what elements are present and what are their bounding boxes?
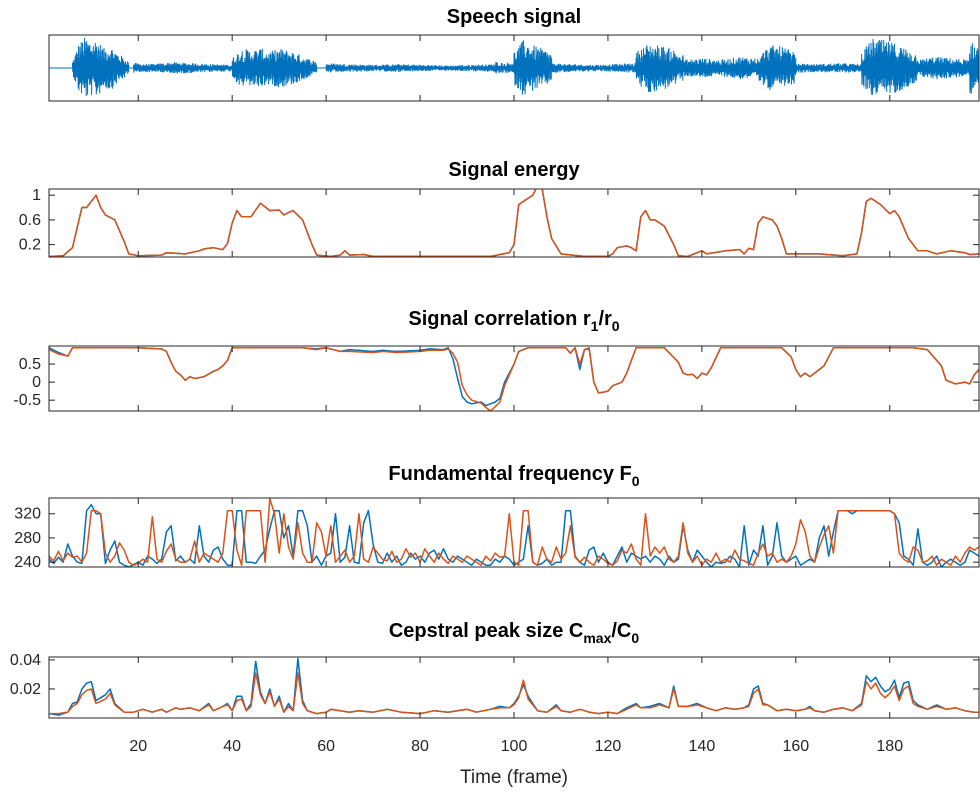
y-tick-label: 0.04 [10, 652, 41, 669]
speech-signal-title: Speech signal [447, 6, 582, 28]
y-tick-label: 0.02 [10, 681, 41, 698]
y-tick-label: 0.2 [19, 237, 41, 254]
speech-signal-panel [48, 34, 980, 102]
y-tick-label: 0.6 [19, 212, 41, 229]
title-part-mid: /r [598, 308, 612, 330]
x-tick-label: 80 [411, 738, 429, 755]
cepstral-peak-panel: 0.02 0.04 20 40 60 80 100 120 140 160 180 [10, 652, 980, 755]
x-tick-label: 40 [223, 738, 241, 755]
plot-area [49, 657, 979, 716]
x-tick-label: 180 [876, 738, 903, 755]
series-line-s2 [49, 498, 979, 566]
signal-energy-title: Signal energy [448, 159, 580, 181]
series-line-s1 [49, 657, 979, 716]
y-tick-label: 0 [32, 374, 41, 391]
title-part-main: Signal correlation r [408, 308, 590, 330]
title-part-sub2: 0 [612, 318, 620, 334]
x-tick-label: 20 [129, 738, 147, 755]
signal-correlation-panel: -0.500.5 [13, 345, 980, 412]
fundamental-frequency-panel: 240 280 320 [14, 497, 980, 571]
plot-area [49, 37, 979, 97]
x-axis-label: Time (frame) [460, 767, 568, 788]
title-part-main: Cepstral peak size C [389, 620, 584, 642]
y-tick-label: 320 [14, 506, 41, 523]
x-tick-label: 140 [689, 738, 716, 755]
title-part-mid: /C [611, 620, 631, 642]
y-tick-label: 240 [14, 554, 41, 571]
x-tick-label: 120 [595, 738, 622, 755]
y-tick-label: 280 [14, 530, 41, 547]
y-tick-label: -0.5 [13, 392, 41, 409]
x-tick-label: 160 [782, 738, 809, 755]
series-line-s2 [49, 189, 979, 257]
title-part-sub1: 1 [591, 318, 599, 334]
signal-energy-panel: 0.2 0.6 1 [19, 187, 980, 258]
plot-area [49, 498, 979, 567]
cepstral-peak-title: Cepstral peak size Cmax/C0 [389, 620, 640, 646]
x-tick-label: 60 [317, 738, 335, 755]
title-part-sub1: 0 [632, 473, 640, 489]
series-line-s1 [49, 347, 979, 407]
plot-area [49, 189, 979, 257]
fundamental-frequency-title: Fundamental frequency F0 [388, 463, 639, 489]
axes-box [48, 188, 980, 258]
title-part-sub1: max [583, 630, 611, 646]
y-tick-label: 1 [32, 187, 41, 204]
series-line-s2 [49, 672, 979, 715]
series-line-s2 [49, 347, 979, 411]
title-part-main: Fundamental frequency F [388, 463, 631, 485]
plot-area [49, 347, 979, 411]
speech-waveform [49, 37, 979, 97]
title-part-sub2: 0 [631, 630, 639, 646]
y-tick-label: 0.5 [19, 356, 41, 373]
x-tick-label: 100 [501, 738, 528, 755]
signal-correlation-title: Signal correlation r1/r0 [408, 308, 619, 334]
